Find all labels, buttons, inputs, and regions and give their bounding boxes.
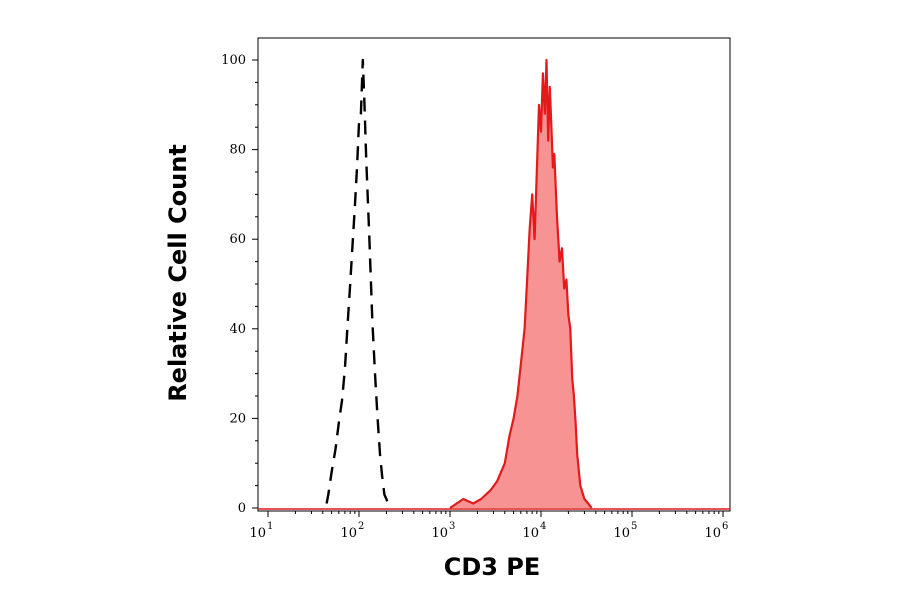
x-tick-label: 10 (613, 526, 630, 541)
x-tick-label: 10 (704, 526, 721, 541)
x-tick-exponent: 5 (631, 521, 637, 532)
series-line-0 (325, 58, 391, 509)
x-tick-exponent: 4 (540, 521, 546, 532)
y-tick-label: 0 (238, 501, 246, 516)
y-tick-label: 40 (229, 322, 246, 337)
x-tick-exponent: 1 (267, 521, 273, 532)
x-tick-label: 10 (431, 526, 448, 541)
series-outline-1 (449, 58, 593, 509)
x-tick-exponent: 6 (722, 521, 728, 532)
y-tick-label: 60 (229, 232, 246, 247)
x-tick-label: 10 (522, 526, 539, 541)
x-tick-exponent: 3 (449, 521, 455, 532)
y-tick-label: 20 (229, 411, 246, 426)
y-tick-label: 80 (229, 143, 246, 158)
y-axis-title: Relative Cell Count (164, 144, 192, 402)
y-axis: 0 20 40 60 80 100 (221, 53, 258, 516)
y-tick-label: 100 (221, 53, 246, 68)
plot-frame (257, 37, 731, 512)
x-axis-title: CD3 PE (444, 553, 541, 581)
x-axis: 10 1 10 2 10 3 10 4 10 5 10 6 (249, 511, 728, 541)
series-layer (258, 58, 730, 510)
series-fill-1 (450, 60, 592, 508)
x-tick-label: 10 (249, 526, 266, 541)
x-tick-exponent: 2 (358, 521, 364, 532)
x-tick-label: 10 (340, 526, 357, 541)
